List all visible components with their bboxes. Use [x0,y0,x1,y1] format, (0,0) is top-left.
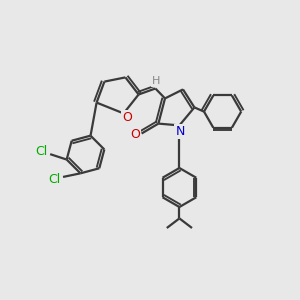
Text: Cl: Cl [36,145,48,158]
Text: N: N [175,125,185,138]
Text: O: O [122,111,132,124]
Text: Cl: Cl [49,173,61,186]
Text: O: O [130,128,140,141]
Text: H: H [152,76,160,86]
